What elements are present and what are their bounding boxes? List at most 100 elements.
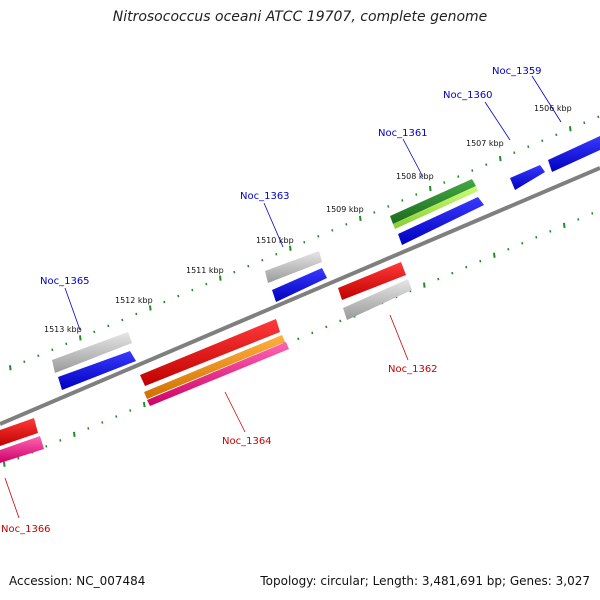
scale-tick <box>527 145 530 149</box>
scale-tick <box>331 229 334 232</box>
scale-tick <box>17 457 20 460</box>
scale-tick <box>303 240 306 244</box>
scale-tick <box>577 218 580 221</box>
gene-bar-red[interactable] <box>140 319 280 386</box>
scale-tick <box>541 139 544 143</box>
scale-tick <box>437 277 440 281</box>
scale-tick <box>247 264 250 268</box>
scale-tick <box>163 300 166 304</box>
scale-tick <box>317 235 320 238</box>
scale-tick <box>177 294 180 298</box>
kbp-label: 1510 kbp <box>256 236 294 245</box>
kbp-label: 1508 kbp <box>396 172 434 181</box>
scale-tick <box>51 348 54 352</box>
scale-tick <box>415 193 418 196</box>
inner-tick-row <box>3 212 594 467</box>
scale-tick <box>457 175 460 178</box>
scale-tick <box>387 205 390 208</box>
scale-tick <box>555 133 558 137</box>
scale-tick <box>569 126 572 132</box>
outer-tick-row <box>9 115 600 371</box>
scale-tick <box>465 265 468 269</box>
gene-bar-red[interactable] <box>0 418 38 446</box>
scale-tick <box>311 331 314 335</box>
scale-tick <box>325 325 328 329</box>
scale-tick <box>507 247 510 251</box>
scale-tick <box>87 427 90 430</box>
gene-bar-gray[interactable] <box>265 251 322 283</box>
scale-tick <box>591 212 594 215</box>
scale-tick <box>45 445 48 448</box>
scale-tick <box>289 245 292 251</box>
genome-backbone <box>0 166 600 426</box>
map-title: Nitrosococcus oceani ATCC 19707, complet… <box>112 9 488 25</box>
scale-tick <box>101 421 104 424</box>
scale-tick <box>93 330 96 334</box>
kbp-label: 1513 kbp <box>44 325 82 334</box>
gene-label[interactable]: Noc_1361 <box>378 128 428 139</box>
gene-bar-blue[interactable] <box>548 136 600 172</box>
gene-label[interactable]: Noc_1363 <box>240 191 290 202</box>
scale-tick <box>451 271 454 275</box>
genome-info-text: Topology: circular; Length: 3,481,691 bp… <box>260 574 590 588</box>
scale-tick <box>493 252 496 258</box>
scale-tick <box>79 335 82 341</box>
scale-tick <box>121 318 124 322</box>
gene-features <box>0 136 600 463</box>
gene-label[interactable]: Noc_1365 <box>40 276 90 287</box>
scale-tick <box>521 241 524 245</box>
gene-bar-blue[interactable] <box>398 197 484 245</box>
scale-tick <box>597 115 600 119</box>
scale-tick <box>429 185 432 192</box>
gene-bar-blue[interactable] <box>272 268 327 302</box>
scale-tick <box>3 461 6 467</box>
gene-label[interactable]: Noc_1359 <box>492 66 542 77</box>
gene-bar-gray[interactable] <box>343 279 412 320</box>
scale-tick <box>423 282 426 288</box>
scale-tick <box>583 121 586 125</box>
scale-tick <box>297 337 300 341</box>
gene-label[interactable]: Noc_1360 <box>443 90 493 101</box>
scale-tick <box>563 222 566 228</box>
scale-tick <box>359 215 362 222</box>
scale-tick <box>65 342 68 346</box>
scale-tick <box>107 324 110 328</box>
scale-tick <box>129 409 132 412</box>
gene-bar-gray[interactable] <box>52 332 132 373</box>
scale-tick <box>471 169 474 172</box>
gene-bar-magenta[interactable] <box>147 342 289 406</box>
kbp-label: 1511 kbp <box>186 266 224 275</box>
scale-tick <box>275 252 278 256</box>
gene-labels: Noc_1359 Noc_1360 Noc_1361 Noc_1362 Noc_… <box>1 66 542 535</box>
scale-tick <box>549 230 552 233</box>
gene-bar-green[interactable] <box>390 179 476 224</box>
gene-bar-red[interactable] <box>338 262 406 300</box>
scale-tick <box>37 354 40 358</box>
scale-tick <box>401 199 404 202</box>
gene-bar-magenta[interactable] <box>0 436 44 463</box>
scale-tick <box>115 415 118 418</box>
gene-label[interactable]: Noc_1366 <box>1 524 51 535</box>
scale-tick <box>233 270 236 274</box>
scale-tick <box>9 365 12 371</box>
gene-label[interactable]: Noc_1362 <box>388 364 438 375</box>
gene-label[interactable]: Noc_1364 <box>222 436 272 447</box>
scale-tick <box>339 319 342 323</box>
gene-bar-blue[interactable] <box>58 351 136 390</box>
scale-tick <box>73 431 76 438</box>
kbp-scale: 1506 kbp 1507 kbp 1508 kbp 1509 kbp 1510… <box>44 104 572 334</box>
gene-bar-orange[interactable] <box>144 335 285 399</box>
accession-text: Accession: NC_007484 <box>9 574 146 588</box>
gene-bar-lightgreen[interactable] <box>393 186 478 229</box>
scale-tick <box>23 360 26 364</box>
scale-tick <box>373 211 376 214</box>
gene-bar-blue[interactable] <box>510 165 545 190</box>
scale-tick <box>535 235 538 239</box>
scale-tick <box>261 258 264 262</box>
scale-tick <box>219 275 222 281</box>
scale-tick <box>205 282 208 286</box>
scale-tick <box>143 401 146 408</box>
label-leaders <box>4 75 562 519</box>
scale-tick <box>499 156 502 162</box>
